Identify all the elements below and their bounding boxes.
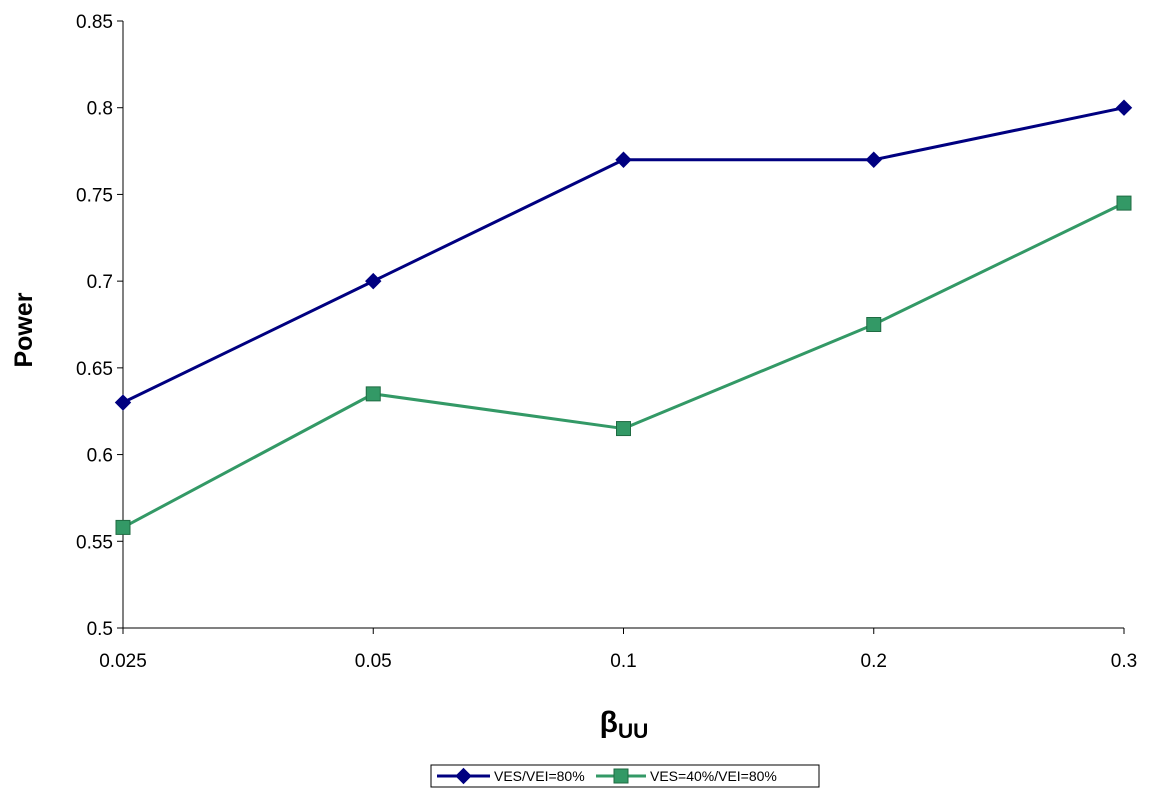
data-point-square bbox=[866, 317, 882, 332]
x-axis-title-subscript: UU bbox=[618, 720, 648, 743]
y-tick-label: 0.75 bbox=[76, 185, 113, 206]
y-tick-label: 0.8 bbox=[87, 99, 113, 120]
legend-marker-square bbox=[613, 768, 629, 784]
legend-entry: VES/VEI=80% bbox=[437, 767, 585, 785]
x-axis-title: βUU bbox=[600, 706, 649, 743]
data-point-square bbox=[115, 519, 131, 535]
y-tick-label: 0.7 bbox=[87, 272, 113, 293]
axes bbox=[122, 21, 1124, 629]
legend-label: VES/VEI=80% bbox=[494, 768, 585, 784]
series-1 bbox=[114, 99, 1133, 411]
data-point-diamond bbox=[865, 151, 882, 168]
series-2 bbox=[115, 195, 1132, 535]
y-tick-label: 0.6 bbox=[87, 446, 113, 467]
data-point-square bbox=[1116, 195, 1132, 211]
x-axis-title-symbol: β bbox=[600, 706, 618, 739]
data-point-diamond bbox=[365, 272, 382, 290]
series-layer bbox=[114, 99, 1133, 535]
x-tick-label: 0.05 bbox=[355, 651, 392, 672]
legend-label: VES=40%/VEI=80% bbox=[650, 768, 777, 784]
y-tick-label: 0.85 bbox=[76, 12, 113, 33]
series-line bbox=[122, 201, 1125, 529]
data-point-diamond bbox=[615, 151, 632, 168]
legend-marker-diamond bbox=[455, 767, 472, 785]
x-tick-label: 0.3 bbox=[1111, 651, 1137, 672]
y-tick-label: 0.55 bbox=[76, 532, 113, 553]
data-point-square bbox=[616, 421, 631, 437]
y-axis-title: Power bbox=[10, 292, 38, 367]
y-tick-label: 0.5 bbox=[87, 619, 113, 640]
x-tick-label: 0.025 bbox=[99, 651, 147, 672]
y-axis-ticks: 0.5 0.55 0.6 0.65 0.7 0.75 0.8 0.85 bbox=[76, 12, 123, 640]
x-tick-label: 0.1 bbox=[610, 651, 636, 672]
y-tick-label: 0.65 bbox=[76, 359, 113, 380]
data-point-diamond bbox=[1115, 99, 1133, 116]
x-tick-label: 0.2 bbox=[861, 651, 887, 672]
legend-entry: VES=40%/VEI=80% bbox=[596, 768, 777, 784]
data-point-square bbox=[365, 386, 381, 402]
data-point-diamond bbox=[114, 394, 132, 411]
legend: VES/VEI=80% VES=40%/VEI=80% bbox=[430, 764, 820, 788]
x-axis-ticks: 0.025 0.05 0.1 0.2 0.3 bbox=[99, 628, 1137, 672]
